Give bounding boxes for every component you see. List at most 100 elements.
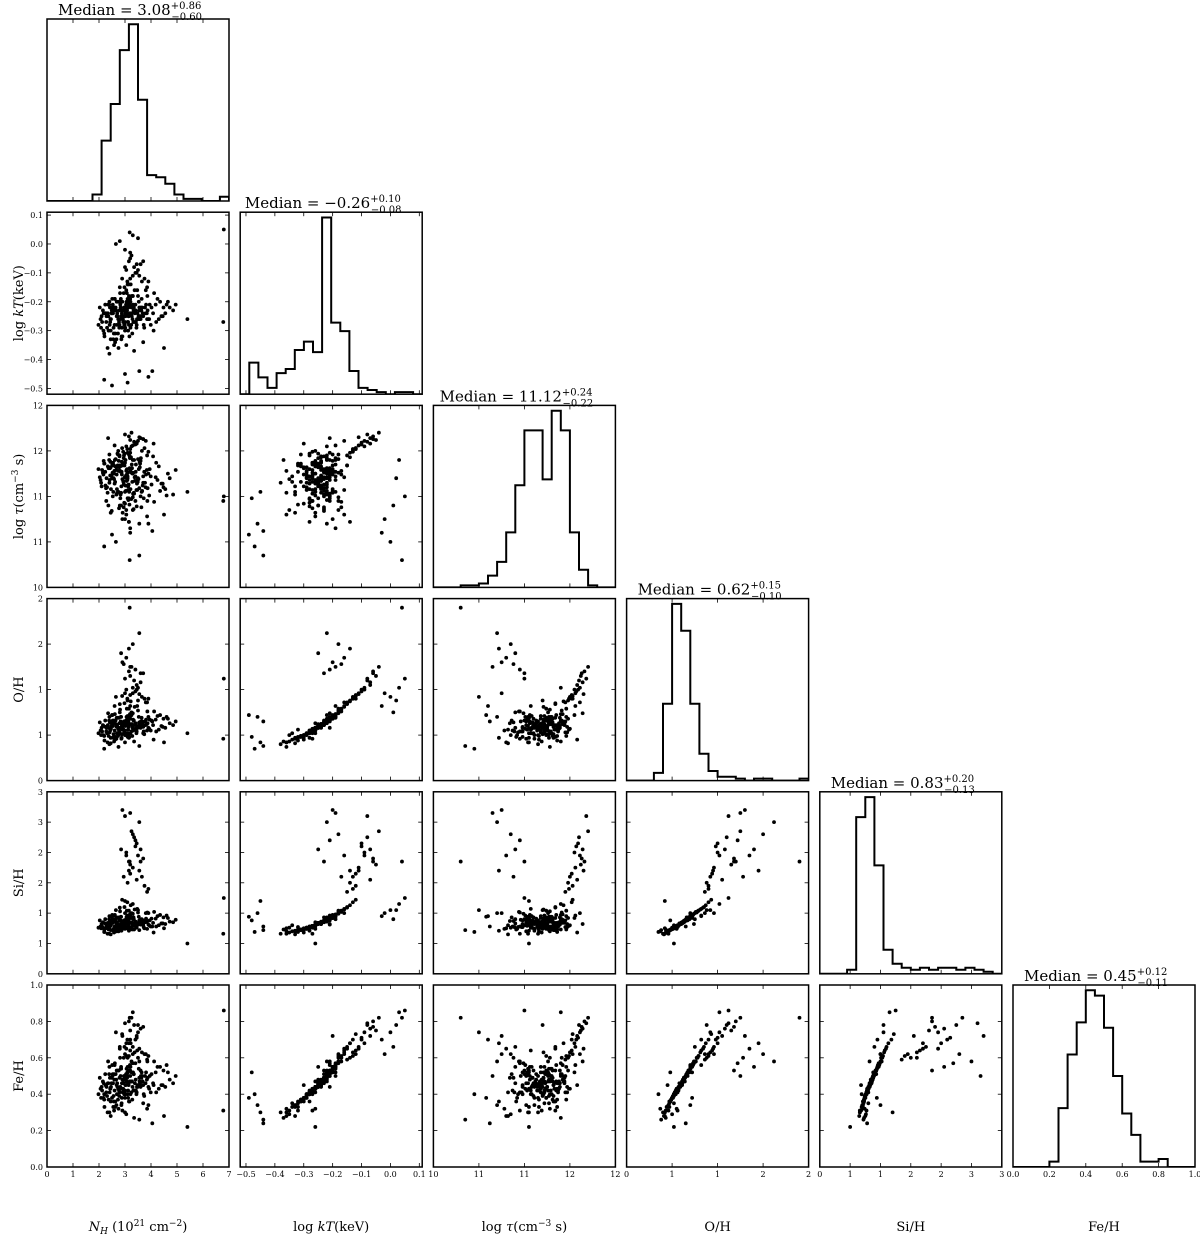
y-tick-label: 0 <box>38 777 43 786</box>
scatter-point <box>472 930 477 934</box>
scatter-point <box>304 480 309 485</box>
scatter-point <box>125 698 130 703</box>
scatter-point <box>145 1075 150 1080</box>
x-tick-label: 6 <box>200 1170 205 1179</box>
scatter-point <box>142 883 147 888</box>
scatter-point <box>154 729 159 734</box>
x-tick-label: −0.1 <box>352 1170 371 1179</box>
scatter-point <box>348 880 352 885</box>
scatter-point <box>322 1081 326 1086</box>
scatter-point <box>132 348 137 353</box>
scatter-point <box>902 1054 907 1058</box>
scatter-point <box>130 458 135 462</box>
scatter-point <box>581 692 586 697</box>
scatter-point <box>670 1095 674 1100</box>
scatter-point <box>391 503 396 508</box>
scatter-point <box>102 377 107 382</box>
scatter-point <box>128 302 133 307</box>
scatter-point <box>555 738 560 743</box>
scatter-point <box>327 450 332 455</box>
scatter-point <box>296 502 300 507</box>
scatter-point <box>567 886 571 891</box>
scatter-point <box>520 1083 525 1087</box>
scatter-point <box>517 1061 522 1066</box>
y-axis-label-group: log τ(cm−3 s) <box>11 454 27 540</box>
x-tick-label: 11 <box>474 1170 484 1179</box>
scatter-point <box>324 916 329 920</box>
scatter-point <box>558 685 563 690</box>
scatter-point <box>581 868 586 873</box>
scatter-point <box>400 605 404 610</box>
median-title-tau: Median = 11.12+0.24 −0.22 <box>440 387 594 409</box>
scatter-point <box>138 719 143 724</box>
x-axis-label-tau: log τ(cm−3 s) <box>482 1219 568 1235</box>
scatter-point <box>345 905 349 910</box>
scatter-point <box>150 924 155 929</box>
scatter-point <box>532 736 537 741</box>
scatter-point <box>502 927 507 931</box>
scatter-point <box>397 458 401 462</box>
scatter-point <box>333 462 338 467</box>
scatter-point <box>107 1065 112 1069</box>
scatter-point <box>507 919 512 923</box>
scatter-point <box>575 877 580 882</box>
scatter-point <box>570 1032 575 1037</box>
scatter-point <box>747 1046 752 1051</box>
scatter-point <box>365 1021 370 1026</box>
scatter-point <box>118 1074 123 1078</box>
scatter-point <box>301 930 306 935</box>
scatter-point <box>123 247 127 252</box>
scatter-point <box>128 1037 133 1042</box>
scatter-panel-nh-fe: 0 1 2 3 4 5 6 70.00.20.40.60.81.0 <box>30 981 231 1179</box>
scatter-point <box>99 314 104 319</box>
scatter-point <box>138 262 143 267</box>
scatter-point <box>578 862 583 867</box>
scatter-point <box>120 1108 125 1113</box>
scatter-point <box>221 736 226 741</box>
scatter-point <box>110 1081 114 1086</box>
scatter-point <box>368 877 373 882</box>
scatter-point <box>111 463 116 468</box>
scatter-point <box>348 519 352 524</box>
scatter-point <box>117 308 122 313</box>
scatter-point <box>124 687 129 692</box>
panel-frame <box>46 984 230 1168</box>
y-axis-label-o: O/H <box>12 676 27 702</box>
scatter-point <box>167 305 172 310</box>
scatter-point <box>128 811 133 815</box>
scatter-point <box>371 1024 375 1029</box>
scatter-point <box>310 473 315 478</box>
scatter-point <box>330 468 335 472</box>
scatter-point <box>155 296 160 301</box>
scatter-point <box>582 859 587 864</box>
scatter-point <box>118 291 122 295</box>
panel-frame <box>432 597 617 782</box>
panel-frame <box>432 791 617 975</box>
scatter-point <box>281 458 286 462</box>
scatter-point <box>128 296 133 301</box>
scatter-point <box>123 719 128 724</box>
scatter-point <box>558 739 563 744</box>
scatter-point <box>701 905 705 910</box>
scatter-point <box>149 916 154 921</box>
x-tick-label: 11 <box>519 1170 529 1179</box>
median-title-kt: Median = −0.26+0.10 −0.08 <box>245 194 402 216</box>
scatter-point <box>132 311 137 316</box>
scatter-point <box>722 1026 727 1031</box>
scatter-point <box>102 734 107 738</box>
scatter-point <box>128 276 133 281</box>
scatter-point <box>128 438 133 442</box>
scatter-point <box>135 288 140 293</box>
scatter-point <box>575 930 580 935</box>
x-tick-label: 0 <box>624 1170 629 1179</box>
scatter-point <box>333 1074 338 1078</box>
scatter-point <box>125 380 130 385</box>
panel-frame <box>625 597 810 782</box>
y-tick-label: 12 <box>33 447 43 456</box>
scatter-point <box>517 1090 522 1095</box>
scatter-point <box>123 517 127 522</box>
scatter-point <box>123 489 127 494</box>
scatter-point <box>324 820 329 825</box>
histogram-panel-kt: Median = −0.26+0.10 −0.08 <box>239 194 423 395</box>
